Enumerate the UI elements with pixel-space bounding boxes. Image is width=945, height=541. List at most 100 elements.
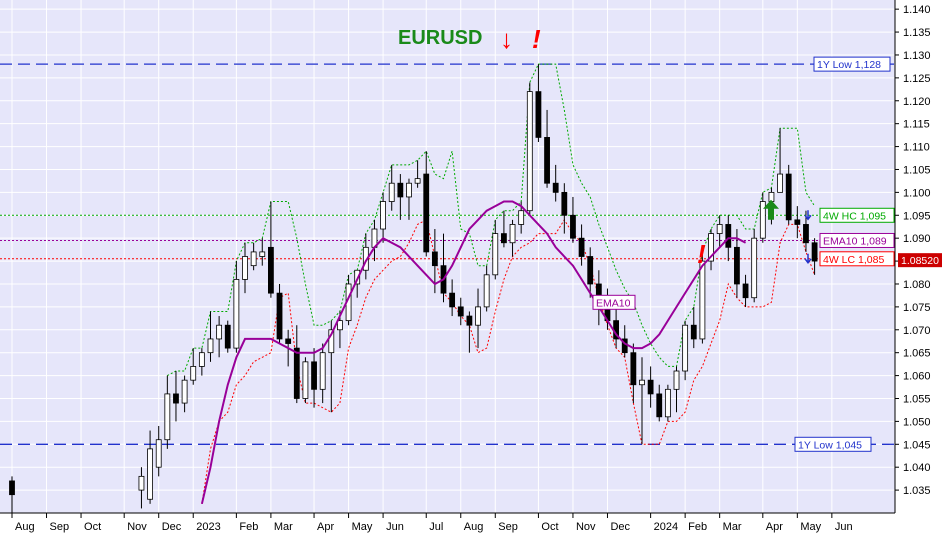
y-tick-label: 1.140 (903, 4, 931, 16)
title-exclamation: ! (532, 24, 541, 54)
candle-body-up (518, 210, 525, 225)
candle (570, 196, 576, 243)
candle-body-down (570, 214, 576, 239)
candle-body-up (768, 191, 775, 202)
candle-body-down (803, 224, 809, 244)
level-label-box (819, 251, 895, 267)
current-price-label: 1.08520 (901, 255, 939, 267)
candle (423, 151, 430, 257)
candle-body-down (647, 379, 654, 395)
candle-body-down (630, 352, 637, 386)
candle (742, 274, 749, 307)
candle (785, 164, 792, 225)
candle-body-up (673, 370, 680, 390)
hc-down-arrow (804, 210, 812, 221)
candle (388, 164, 395, 211)
candle-body-down (578, 237, 585, 257)
x-tick-label: Oct (541, 521, 558, 533)
candle-body-up (716, 224, 723, 234)
candle (544, 109, 550, 188)
y-tick-label: 1.065 (903, 348, 931, 360)
candle (492, 219, 499, 280)
candle (734, 229, 740, 298)
candle (431, 229, 438, 294)
red-exclamation-mark: ! (697, 239, 706, 269)
candle (639, 357, 645, 445)
candle-body-down (811, 242, 818, 262)
current-price-badge (898, 253, 942, 268)
candle (138, 467, 145, 509)
candle-body-up (406, 182, 412, 198)
candle (181, 375, 188, 413)
candle-body-down (423, 173, 430, 253)
ema10-line (200, 200, 747, 505)
ema10-label-text: EMA10 (596, 297, 631, 309)
level-label-box (819, 232, 895, 248)
candle (198, 348, 205, 376)
candle (656, 384, 663, 422)
x-tick-label: 2024 (654, 521, 678, 533)
candle-body-up (664, 388, 671, 418)
candle (690, 306, 697, 349)
candle (207, 311, 214, 362)
candle (578, 224, 585, 266)
candle-body-down (397, 182, 404, 198)
candle-body-down (449, 292, 456, 308)
ema10-label: EMA10 (592, 294, 636, 310)
candle-body-up (190, 366, 197, 381)
x-tick-label: Sep (498, 521, 518, 533)
candle-body-up (302, 361, 309, 399)
candle (406, 178, 412, 220)
x-tick-label: Apr (317, 521, 334, 533)
candle-body-down (293, 347, 300, 399)
candle (233, 261, 240, 353)
candle-body-up (207, 338, 214, 354)
candle-body-down (656, 393, 663, 418)
candle (501, 210, 507, 248)
candle (561, 183, 568, 234)
y-tick-label: 1.115 (903, 119, 930, 131)
candle (216, 316, 223, 358)
candle (751, 229, 758, 303)
candle-body-up (233, 279, 240, 349)
candle (311, 348, 317, 408)
level-label: 4W HC 1,095 (819, 207, 895, 223)
y-tick-label: 1.095 (903, 210, 931, 222)
candle (759, 192, 766, 243)
candle-body-down (276, 292, 283, 340)
candle-body-up (337, 320, 343, 331)
candle (380, 192, 386, 243)
candle (164, 375, 171, 449)
candle-body-up (483, 274, 490, 308)
candle-body-up (242, 256, 248, 280)
level-label-text: 4W LC 1,085 (823, 254, 884, 266)
candle (794, 206, 801, 239)
candle-body-down (561, 191, 568, 216)
candle-body-up (475, 306, 481, 326)
candle-body-up (250, 251, 257, 267)
candle (9, 476, 15, 513)
candle (811, 238, 818, 275)
candle-body-up (682, 324, 689, 372)
candle-body-up (759, 201, 766, 239)
ema10-label-box (592, 294, 636, 310)
candle (509, 219, 516, 257)
candle (664, 384, 671, 422)
level-lines (0, 63, 895, 445)
candle (777, 128, 783, 193)
candle-body-up (509, 224, 516, 244)
y-tick-label: 1.035 (903, 485, 931, 497)
x-tick-label: Dec (162, 521, 182, 533)
candle-body-down (535, 91, 542, 138)
y-tick-label: 1.055 (903, 393, 931, 405)
level-label-box (813, 56, 891, 72)
x-tick-label: Aug (15, 521, 35, 533)
candle-body-down (587, 256, 594, 285)
ema10-curve (200, 200, 747, 505)
y-tick-label: 1.040 (903, 462, 931, 474)
candle-body-up (147, 448, 153, 500)
candle (587, 247, 594, 298)
level-label-box (819, 207, 895, 223)
